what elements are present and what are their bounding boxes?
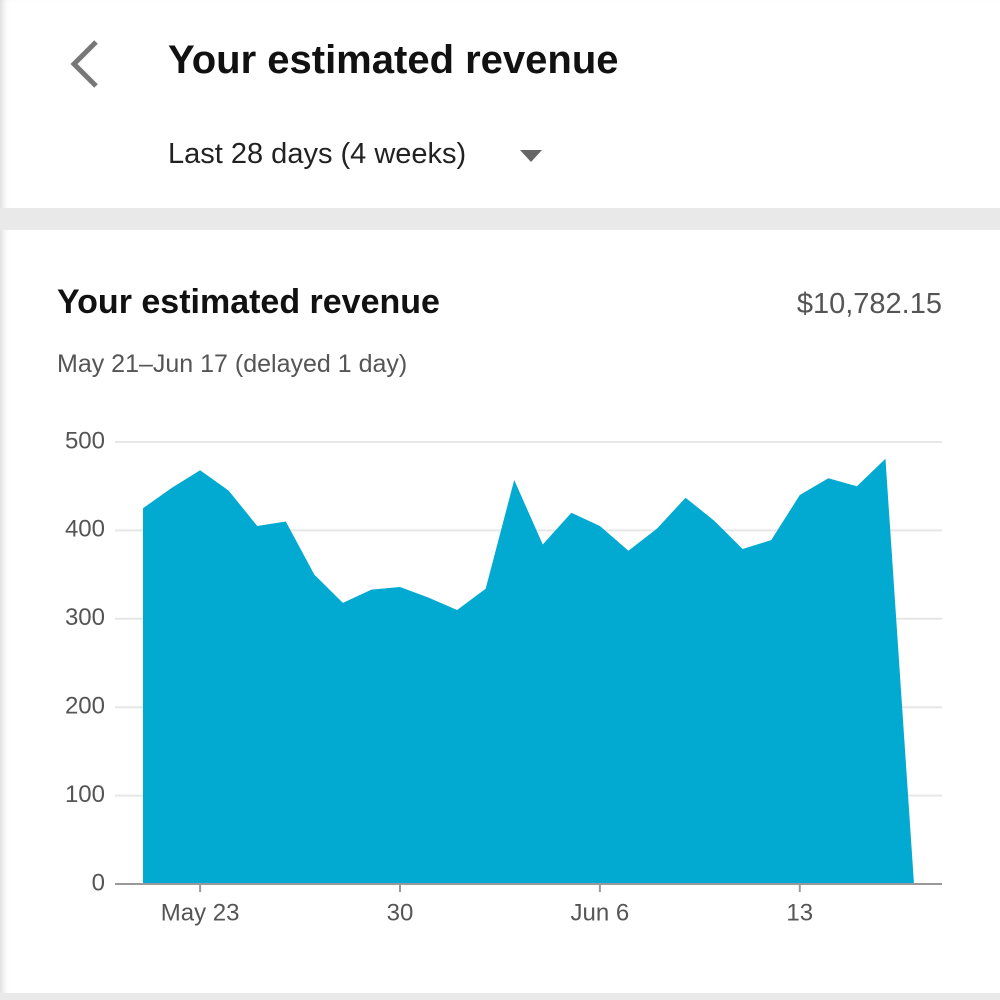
back-arrow[interactable]	[70, 40, 98, 88]
card-title: Your estimated revenue	[57, 283, 440, 321]
header-title: Your estimated revenue	[168, 38, 619, 82]
y-tick-label: 400	[65, 516, 105, 543]
y-tick-label: 300	[65, 604, 105, 631]
separator	[0, 208, 1000, 230]
x-tick-label: 13	[786, 899, 813, 926]
area	[143, 458, 914, 884]
y-tick-label: 500	[65, 427, 105, 454]
x-tick-label: 30	[387, 899, 414, 926]
x-tick-label: May 23	[161, 899, 240, 926]
separator	[0, 993, 1000, 1000]
x-tick-label: Jun 6	[571, 899, 630, 926]
y-tick-label: 200	[65, 693, 105, 720]
card-total: $10,782.15	[796, 288, 942, 320]
y-tick-label: 100	[65, 781, 105, 808]
dropdown-arrow[interactable]	[520, 150, 542, 162]
range-selector[interactable]: Last 28 days (4 weeks)	[168, 138, 467, 170]
y-tick-label: 0	[92, 869, 105, 896]
card-subtitle: May 21–Jun 17 (delayed 1 day)	[57, 350, 408, 378]
